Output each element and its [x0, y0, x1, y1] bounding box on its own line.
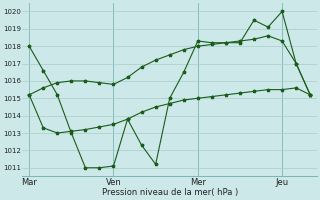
X-axis label: Pression niveau de la mer( hPa ): Pression niveau de la mer( hPa )	[101, 188, 238, 197]
